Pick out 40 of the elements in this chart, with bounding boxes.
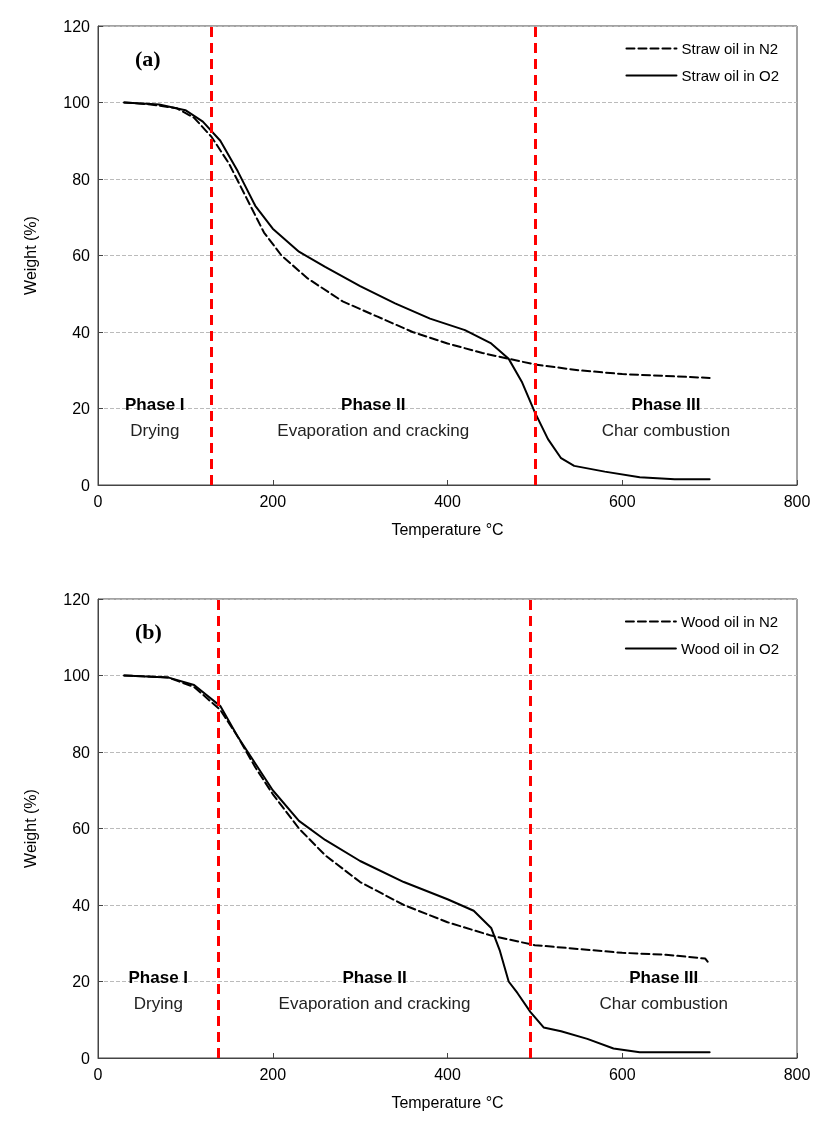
text: (b): [135, 618, 162, 644]
annotation: Phase II Evaporation and cracking: [277, 394, 470, 440]
x-tick-label: 200: [259, 1065, 287, 1083]
x-tick-label: 0: [93, 1065, 103, 1083]
legend-label: Wood oil in O2: [680, 640, 779, 657]
y-tick-label: 0: [81, 476, 91, 494]
text: (a): [135, 45, 161, 71]
annotation: Phase III Char combustion: [599, 967, 729, 1013]
x-tick-label: 0: [93, 492, 103, 510]
x-tick-label: 400: [434, 1065, 461, 1083]
y-tick-label: 20: [72, 400, 91, 417]
y-axis-title: Weight (%): [21, 216, 39, 295]
y-tick-label: 120: [63, 17, 91, 35]
annotation: Phase I Drying: [125, 394, 185, 440]
x-tick-label: 800: [783, 492, 811, 510]
x-tick-label: 400: [434, 492, 461, 510]
y-tick-label: 0: [81, 1049, 91, 1067]
annotation: Phase I Drying: [128, 967, 189, 1013]
y-tick-label: 120: [63, 590, 91, 608]
y-tick-label: 80: [72, 743, 91, 761]
legend-label: Straw oil in O2: [681, 67, 780, 84]
x-tick-label: 600: [608, 492, 636, 510]
annotation: Phase III Char combustion: [601, 394, 731, 440]
annotation: Phase II Evaporation and cracking: [278, 967, 471, 1013]
y-tick-label: 80: [72, 170, 91, 188]
legend-label: Wood oil in N2: [680, 613, 779, 630]
x-axis-title: Temperature °C: [391, 520, 504, 538]
x-tick-label: 800: [783, 1065, 811, 1083]
legend-label: Straw oil in N2: [681, 40, 779, 57]
y-axis-title: Weight (%): [21, 789, 39, 868]
y-tick-label: 60: [72, 820, 91, 837]
x-tick-label: 200: [259, 492, 287, 510]
x-axis-title: Temperature °C: [391, 1093, 504, 1111]
x-tick-label: 600: [608, 1065, 636, 1083]
y-tick-label: 100: [63, 667, 91, 684]
y-tick-label: 100: [63, 94, 91, 111]
y-tick-label: 20: [72, 973, 91, 990]
y-tick-label: 40: [72, 896, 91, 914]
y-tick-label: 60: [72, 247, 91, 264]
y-tick-label: 40: [72, 323, 91, 341]
